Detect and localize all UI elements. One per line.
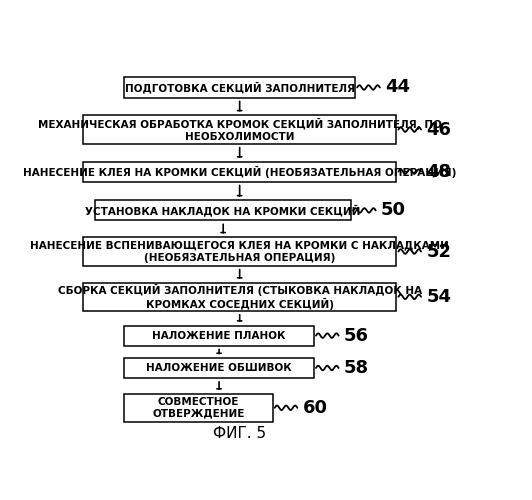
Text: ПОДГОТОВКА СЕКЦИЙ ЗАПОЛНИТЕЛЯ: ПОДГОТОВКА СЕКЦИЙ ЗАПОЛНИТЕЛЯ [124, 82, 355, 94]
Text: 58: 58 [344, 359, 369, 377]
FancyBboxPatch shape [124, 326, 314, 345]
Text: МЕХАНИЧЕСКАЯ ОБРАБОТКА КРОМОК СЕКЦИЙ ЗАПОЛНИТЕЛЯ, ПО
НЕОБХОЛИМОСТИ: МЕХАНИЧЕСКАЯ ОБРАБОТКА КРОМОК СЕКЦИЙ ЗАП… [38, 118, 442, 142]
Text: 48: 48 [427, 162, 452, 180]
FancyBboxPatch shape [95, 200, 351, 220]
FancyBboxPatch shape [83, 116, 396, 144]
Text: 60: 60 [303, 399, 328, 417]
Text: 50: 50 [381, 202, 406, 220]
FancyBboxPatch shape [124, 78, 355, 98]
Text: СБОРКА СЕКЦИЙ ЗАПОЛНИТЕЛЯ (СТЫКОВКА НАКЛАДОК НА
КРОМКАХ СОСЕДНИХ СЕКЦИЙ): СБОРКА СЕКЦИЙ ЗАПОЛНИТЕЛЯ (СТЫКОВКА НАКЛ… [57, 284, 422, 310]
Text: ФИГ. 5: ФИГ. 5 [213, 426, 266, 441]
Text: НАЛОЖЕНИЕ ПЛАНОК: НАЛОЖЕНИЕ ПЛАНОК [152, 330, 286, 340]
Text: 46: 46 [427, 120, 452, 138]
Text: 44: 44 [385, 78, 410, 96]
Text: 54: 54 [427, 288, 452, 306]
FancyBboxPatch shape [124, 394, 272, 422]
Text: 52: 52 [427, 242, 452, 260]
FancyBboxPatch shape [83, 162, 396, 182]
Text: 56: 56 [344, 326, 369, 344]
Text: НАНЕСЕНИЕ КЛЕЯ НА КРОМКИ СЕКЦИЙ (НЕОБЯЗАТЕЛЬНАЯ ОПЕРАЦИЯ): НАНЕСЕНИЕ КЛЕЯ НА КРОМКИ СЕКЦИЙ (НЕОБЯЗА… [23, 166, 456, 177]
Text: СОВМЕСТНОЕ
ОТВЕРЖДЕНИЕ: СОВМЕСТНОЕ ОТВЕРЖДЕНИЕ [152, 397, 245, 419]
FancyBboxPatch shape [83, 282, 396, 311]
FancyBboxPatch shape [83, 238, 396, 266]
Text: УСТАНОВКА НАКЛАДОК НА КРОМКИ СЕКЦИЙ: УСТАНОВКА НАКЛАДОК НА КРОМКИ СЕКЦИЙ [86, 204, 361, 216]
FancyBboxPatch shape [124, 358, 314, 378]
Text: НАЛОЖЕНИЕ ОБШИВОК: НАЛОЖЕНИЕ ОБШИВОК [146, 363, 292, 373]
Text: НАНЕСЕНИЕ ВСПЕНИВАЮЩЕГОСЯ КЛЕЯ НА КРОМКИ С НАКЛАДКАМИ
(НЕОБЯЗАТЕЛЬНАЯ ОПЕРАЦИЯ): НАНЕСЕНИЕ ВСПЕНИВАЮЩЕГОСЯ КЛЕЯ НА КРОМКИ… [30, 240, 449, 262]
